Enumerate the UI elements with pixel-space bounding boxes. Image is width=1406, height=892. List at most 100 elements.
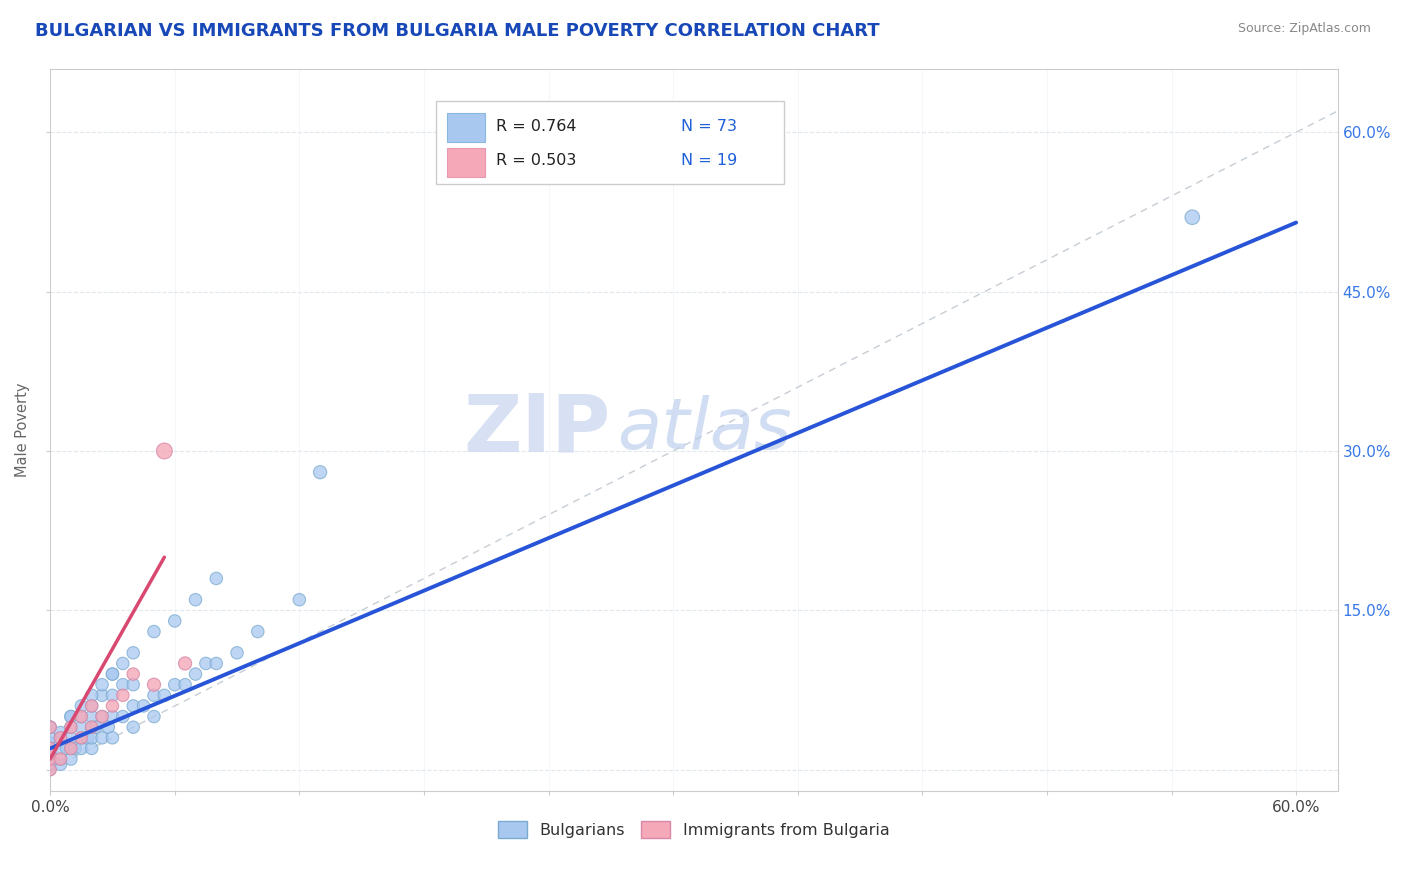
Point [174,678,197,692]
Point [80,698,103,713]
Point [59,709,82,723]
Point [101,709,124,723]
Point [163,678,186,692]
Point [59,731,82,745]
Point [70,731,93,745]
Point [39,752,62,766]
Point [59,709,82,723]
Point [49,741,72,756]
Point [63,741,86,756]
Point [91,688,114,702]
Point [143,688,166,702]
Point [288,592,311,607]
Point [39,741,62,756]
Point [80,720,103,734]
Point [111,709,134,723]
Point [49,757,72,772]
Point [101,667,124,681]
Point [70,698,93,713]
Point [246,624,269,639]
Point [205,657,228,671]
Point [80,698,103,713]
Point [39,747,62,761]
Point [70,709,93,723]
Point [80,688,103,702]
Point [39,736,62,750]
Point [59,752,82,766]
Point [49,752,72,766]
Point [39,720,62,734]
Point [39,741,62,756]
Point [91,709,114,723]
Point [122,678,145,692]
Point [49,725,72,739]
Point [80,731,103,745]
Point [70,731,93,745]
Point [111,688,134,702]
Point [91,731,114,745]
Point [122,667,145,681]
Point [153,444,176,458]
Point [80,741,103,756]
Point [143,678,166,692]
Point [39,763,62,777]
Text: atlas: atlas [617,395,792,464]
Point [49,752,72,766]
Point [226,646,249,660]
Point [39,752,62,766]
Point [49,731,72,745]
Point [39,757,62,772]
Point [122,646,145,660]
Point [143,709,166,723]
Point [39,720,62,734]
Point [49,731,72,745]
Point [153,688,176,702]
Point [132,698,155,713]
Point [84,720,107,734]
Point [91,709,114,723]
Point [184,592,207,607]
Text: N = 73: N = 73 [681,119,737,134]
Y-axis label: Male Poverty: Male Poverty [15,383,30,477]
Legend: Bulgarians, Immigrants from Bulgaria: Bulgarians, Immigrants from Bulgaria [492,814,896,845]
Point [143,624,166,639]
FancyBboxPatch shape [436,101,785,184]
Bar [447,113,485,142]
Point [39,757,62,772]
Point [70,741,93,756]
Point [184,667,207,681]
Point [122,698,145,713]
Point [39,741,62,756]
Point [163,614,186,628]
Point [70,720,93,734]
Point [39,731,62,745]
Text: R = 0.503: R = 0.503 [495,153,576,169]
Point [309,465,332,479]
Point [59,720,82,734]
Text: N = 19: N = 19 [681,153,737,169]
Point [122,720,145,734]
Point [59,741,82,756]
Point [101,667,124,681]
Text: R = 0.764: R = 0.764 [495,119,576,134]
Point [76,731,98,745]
Point [59,741,82,756]
Text: Source: ZipAtlas.com: Source: ZipAtlas.com [1237,22,1371,36]
Point [80,720,103,734]
Point [70,709,93,723]
Text: BULGARIAN VS IMMIGRANTS FROM BULGARIA MALE POVERTY CORRELATION CHART: BULGARIAN VS IMMIGRANTS FROM BULGARIA MA… [35,22,880,40]
Point [39,763,62,777]
Bar [447,148,485,177]
Point [101,731,124,745]
Point [194,657,217,671]
Point [39,720,62,734]
Point [1181,211,1204,225]
Point [111,657,134,671]
Point [97,720,120,734]
Point [205,571,228,585]
Point [80,709,103,723]
Point [174,657,197,671]
Point [91,678,114,692]
Text: ZIP: ZIP [463,391,610,468]
Point [55,741,77,756]
